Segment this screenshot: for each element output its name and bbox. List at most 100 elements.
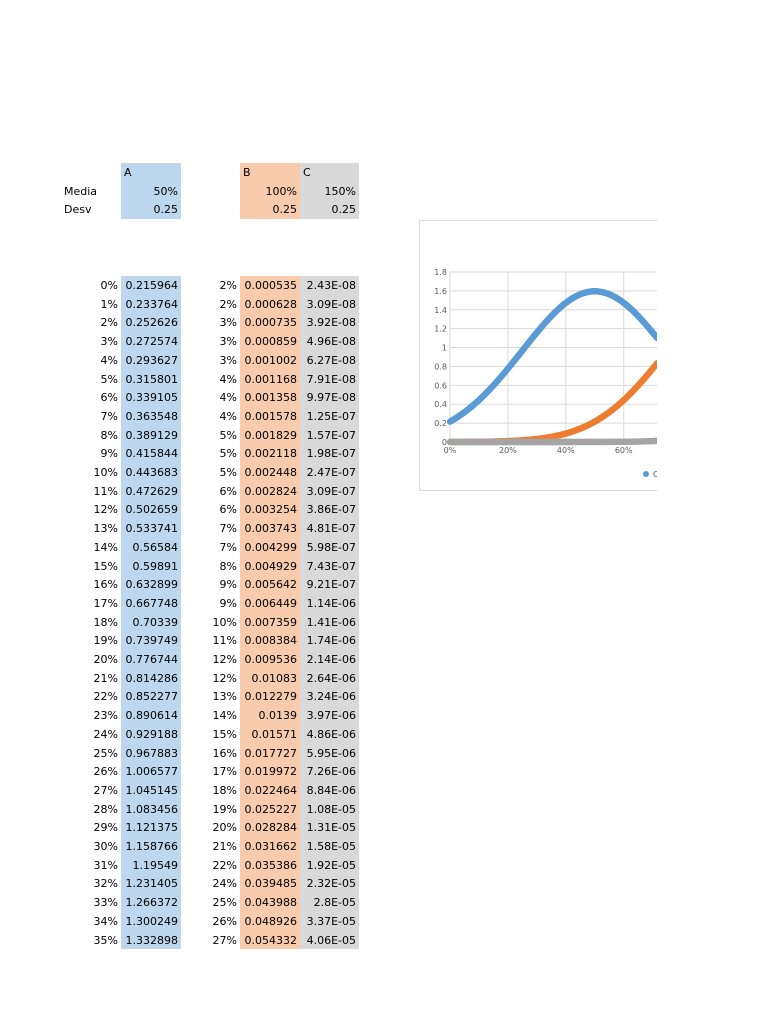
value-c-cell[interactable]: 1.41E-06	[306, 615, 356, 629]
column-a-header[interactable]: A	[121, 163, 181, 182]
value-b-cell[interactable]: 0.000859	[244, 335, 298, 349]
value-b-cell[interactable]: 0.054332	[244, 933, 298, 947]
row-label-cell[interactable]: 15%	[93, 559, 118, 573]
value-a-cell[interactable]: 1.083456	[125, 802, 179, 816]
row-label-cell[interactable]: 29%	[93, 821, 118, 835]
row-label-cell[interactable]: 25%	[93, 746, 118, 760]
value-a-cell[interactable]: 1.045145	[125, 783, 179, 797]
value-b-cell[interactable]: 0.001578	[244, 409, 298, 423]
value-c-cell[interactable]: 1.58E-05	[306, 840, 356, 853]
row-label-cell[interactable]: 2%	[100, 316, 118, 330]
row-label-b-cell[interactable]: 7%	[219, 522, 237, 536]
row-label-b-cell[interactable]: 3%	[219, 335, 237, 349]
value-c-cell[interactable]: 2.8E-05	[313, 896, 356, 910]
row-label-b-cell[interactable]: 12%	[212, 653, 237, 666]
value-b-cell[interactable]: 0.028284	[244, 821, 298, 835]
row-label-b-cell[interactable]: 3%	[219, 353, 237, 367]
row-label-cell[interactable]: 9%	[100, 447, 118, 461]
value-a-cell[interactable]: 1.006577	[125, 765, 179, 779]
value-b-cell[interactable]: 0.004299	[244, 540, 298, 554]
value-b-cell[interactable]: 0.043988	[244, 896, 298, 910]
value-c-cell[interactable]: 3.92E-08	[306, 316, 356, 330]
value-c-cell[interactable]: 4.86E-06	[306, 727, 356, 741]
value-b-cell[interactable]: 0.012279	[244, 690, 298, 704]
row-label-b-cell[interactable]: 6%	[219, 484, 237, 498]
value-a-cell[interactable]: 0.632899	[125, 578, 179, 592]
value-c-cell[interactable]: 8.84E-06	[306, 783, 356, 797]
value-b-cell[interactable]: 0.001168	[244, 372, 298, 386]
value-a-cell[interactable]: 0.415844	[125, 447, 179, 461]
row-label-b-cell[interactable]: 4%	[219, 372, 237, 386]
row-label-cell[interactable]: 26%	[93, 765, 118, 779]
value-a-cell[interactable]: 0.814286	[125, 671, 179, 685]
value-a-cell[interactable]: 0.967883	[125, 746, 179, 760]
value-c-cell[interactable]: 4.96E-08	[306, 335, 356, 349]
row-label-b-cell[interactable]: 13%	[212, 690, 237, 704]
row-label-cell[interactable]: 19%	[93, 634, 118, 648]
row-label-b-cell[interactable]: 27%	[212, 933, 237, 947]
value-b-cell[interactable]: 0.025227	[244, 802, 298, 816]
value-c-cell[interactable]: 5.95E-06	[306, 746, 356, 760]
value-c-cell[interactable]: 2.47E-07	[306, 466, 356, 479]
value-c-cell[interactable]: 9.21E-07	[306, 578, 356, 592]
row-label-b-cell[interactable]: 2%	[219, 297, 237, 311]
row-label-b-cell[interactable]: 3%	[219, 316, 237, 330]
row-label-cell[interactable]: 17%	[93, 596, 118, 610]
desv-label[interactable]: Desv	[64, 203, 92, 216]
value-b-cell[interactable]: 0.004929	[244, 559, 298, 573]
row-label-cell[interactable]: 13%	[93, 522, 118, 536]
value-a-cell[interactable]: 0.339105	[125, 391, 179, 405]
value-a-cell[interactable]: 0.252626	[125, 316, 179, 330]
value-a-cell[interactable]: 0.59891	[132, 559, 179, 573]
column-b-header[interactable]: B	[240, 163, 300, 182]
row-label-b-cell[interactable]: 25%	[212, 896, 237, 910]
value-b-cell[interactable]: 0.000735	[244, 316, 298, 330]
row-label-cell[interactable]: 34%	[93, 914, 118, 928]
value-a-cell[interactable]: 0.739749	[125, 634, 179, 648]
value-a-cell[interactable]: 0.929188	[125, 727, 179, 741]
row-label-b-cell[interactable]: 2%	[219, 279, 237, 292]
value-c-cell[interactable]: 3.09E-07	[306, 484, 356, 498]
row-label-cell[interactable]: 24%	[93, 727, 118, 741]
value-b-cell[interactable]: 0.007359	[244, 615, 298, 629]
value-a-cell[interactable]: 0.776744	[125, 653, 179, 666]
value-b-cell[interactable]: 0.048926	[244, 914, 298, 928]
value-a-cell[interactable]: 1.121375	[125, 821, 179, 835]
row-label-cell[interactable]: 16%	[93, 578, 118, 592]
value-b-cell[interactable]: 0.006449	[244, 596, 298, 610]
row-label-b-cell[interactable]: 15%	[212, 727, 237, 741]
row-label-b-cell[interactable]: 5%	[219, 428, 237, 442]
value-a-cell[interactable]: 0.215964	[125, 279, 179, 292]
desv-b-cell[interactable]: 0.25	[240, 200, 300, 219]
value-c-cell[interactable]: 1.98E-07	[306, 447, 356, 461]
row-label-b-cell[interactable]: 24%	[212, 877, 237, 891]
row-label-b-cell[interactable]: 5%	[219, 447, 237, 461]
row-label-b-cell[interactable]: 4%	[219, 409, 237, 423]
row-label-cell[interactable]: 27%	[93, 783, 118, 797]
value-c-cell[interactable]: 1.74E-06	[306, 634, 356, 648]
row-label-cell[interactable]: 14%	[93, 540, 118, 554]
value-b-cell[interactable]: 0.008384	[244, 634, 298, 648]
value-c-cell[interactable]: 4.06E-05	[306, 933, 356, 947]
media-label[interactable]: Media	[64, 185, 98, 198]
value-c-cell[interactable]: 1.25E-07	[306, 409, 356, 423]
row-label-b-cell[interactable]: 8%	[219, 559, 237, 573]
row-label-cell[interactable]: 30%	[93, 840, 118, 853]
value-c-cell[interactable]: 6.27E-08	[306, 353, 356, 367]
value-b-cell[interactable]: 0.003254	[244, 503, 298, 517]
value-a-cell[interactable]: 1.332898	[125, 933, 179, 947]
row-label-cell[interactable]: 12%	[93, 503, 118, 517]
value-a-cell[interactable]: 0.472629	[125, 484, 179, 498]
row-label-cell[interactable]: 23%	[93, 709, 118, 723]
row-label-cell[interactable]: 0%	[100, 279, 118, 292]
value-b-cell[interactable]: 0.002448	[244, 466, 298, 479]
value-c-cell[interactable]: 3.37E-05	[306, 914, 356, 928]
value-a-cell[interactable]: 0.502659	[125, 503, 179, 517]
row-label-b-cell[interactable]: 11%	[212, 634, 237, 648]
row-label-b-cell[interactable]: 4%	[219, 391, 237, 405]
value-a-cell[interactable]: 0.667748	[125, 596, 179, 610]
row-label-b-cell[interactable]: 19%	[212, 802, 237, 816]
row-label-b-cell[interactable]: 20%	[212, 821, 237, 835]
value-b-cell[interactable]: 0.022464	[244, 783, 298, 797]
value-b-cell[interactable]: 0.019972	[244, 765, 298, 779]
